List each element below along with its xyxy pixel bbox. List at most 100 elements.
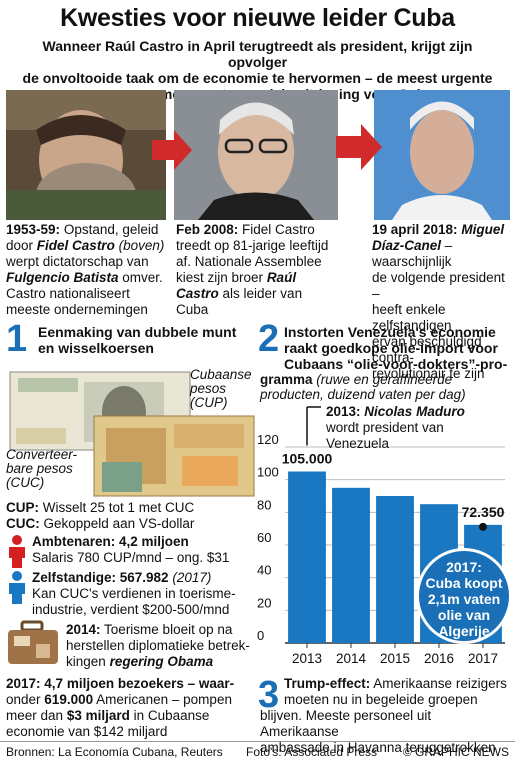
label-line: (CUP) — [190, 395, 228, 410]
photo-strip — [0, 90, 515, 220]
caption-text: meeste ondernemingen — [6, 302, 148, 317]
cuc-text: Gekoppeld aan VS-dollar — [43, 516, 195, 531]
label-line: Cubaanse — [190, 367, 252, 382]
algeria-bubble: 2017: Cuba koopt 2,1m vaten olie van Alg… — [416, 548, 512, 644]
tour-name: regering Obama — [109, 654, 214, 669]
caption-text: Opstand, geleid — [63, 222, 159, 237]
annotation-text: wordt president van — [326, 420, 444, 435]
footer-sources: Bronnen: La Economía Cubana, Reuters — [6, 745, 223, 759]
label-line: bare pesos — [6, 461, 73, 476]
label-line: (CUC) — [6, 475, 45, 490]
civil-servant-icon — [9, 535, 25, 568]
data-label: 72.350 — [462, 504, 505, 520]
x-tick-label: 2013 — [292, 651, 322, 666]
heading-line: Eenmaking van dubbele munt — [38, 324, 237, 340]
heading-line: en wisselkoersen — [38, 340, 154, 356]
visit-text: meer dan — [6, 708, 64, 723]
tourism: 2014: Toerisme bloeit op na herstellen d… — [66, 622, 266, 670]
caption-text: door — [6, 238, 34, 253]
self-text: industrie, verdient $200-500/mnd — [32, 602, 230, 617]
y-tick-label: 0 — [257, 628, 264, 643]
y-tick-label: 100 — [257, 465, 279, 480]
caption-text: Fidel Castro — [242, 222, 315, 237]
subheading-line: (ruwe en geraffineerde — [316, 372, 453, 387]
timeline-item: Feb 2008: Fidel Castro treedt op 81-jari… — [176, 222, 354, 318]
caption-name: Castro — [176, 286, 219, 301]
section-3-number: 3 — [258, 674, 280, 716]
annotation-year: 2013: — [326, 404, 361, 419]
trump-text: blijven. Meeste personeel uit Amerikaans… — [260, 708, 432, 739]
bubble-line: 2017: — [446, 559, 482, 575]
visit-bold: 619.000 — [44, 692, 94, 707]
caption-name: Fidel Castro — [36, 238, 115, 253]
photo-raul-castro — [174, 90, 338, 220]
bar — [332, 487, 370, 643]
tour-year: 2014: — [66, 622, 101, 637]
visit-text: Americanen – pompen — [96, 692, 232, 707]
bubble-line: Cuba koopt — [425, 575, 503, 591]
self-year: (2017) — [172, 570, 212, 585]
footer-credit: © GRAPHIC NEWS — [402, 745, 509, 759]
caption-text: werpt dictatorschap van — [6, 254, 149, 269]
caption-text: heeft enkele zelfstandigen — [372, 302, 452, 333]
bar — [288, 471, 326, 643]
visit-text: in Cubaanse — [133, 708, 210, 723]
photo-fidel-castro — [6, 90, 166, 220]
section-2-number: 2 — [258, 318, 280, 360]
timeline-year: 19 april 2018: — [372, 222, 458, 237]
x-tick-label: 2017 — [468, 651, 498, 666]
caption-text: de volgende president – — [372, 270, 505, 301]
civil-servants: Ambtenaren: 4,2 miljoen Salaris 780 CUP/… — [32, 534, 262, 566]
visit-text: 4,7 miljoen bezoekers – waar- — [44, 676, 235, 691]
y-tick-label: 120 — [257, 432, 279, 447]
label-line: pesos — [190, 381, 227, 396]
self-text: Kan CUC's verdienen in toerisme- — [32, 586, 236, 601]
caption-text: Cuba — [176, 302, 209, 317]
trump-text: moeten nu in begeleide groepen — [284, 692, 478, 707]
cuc-key: CUC: — [6, 516, 40, 531]
section-1-heading: Eenmaking van dubbele munt en wisselkoer… — [38, 324, 258, 356]
trump-effect-more: blijven. Meeste personeel uit Amerikaans… — [260, 708, 512, 756]
caption-text: af. Nationale Assemblee — [176, 254, 322, 269]
y-tick-label: 20 — [257, 595, 271, 610]
arrow-right-icon — [336, 124, 382, 170]
banknotes-illustration — [9, 371, 255, 497]
trump-text: Amerikaanse reizigers — [373, 676, 507, 691]
tour-text: kingen — [66, 654, 106, 669]
data-label: 105.000 — [282, 451, 333, 467]
subtitle-line: Wanneer Raúl Castro in April terugtreedt… — [42, 38, 473, 70]
data-marker — [479, 522, 487, 531]
tour-text: Toerisme bloeit op na — [104, 622, 233, 637]
trump-heading: Trump-effect: — [284, 676, 371, 691]
heading-line: gramma — [260, 372, 313, 387]
timeline-year: 1953-59: — [6, 222, 61, 237]
caption-text: als leider van — [222, 286, 303, 301]
self-heading: Zelfstandige: 567.982 — [32, 570, 169, 585]
x-tick-label: 2015 — [380, 651, 410, 666]
page-title: Kwesties voor nieuwe leider Cuba — [60, 4, 455, 32]
visitors: 2017: 4,7 miljoen bezoekers – waar- onde… — [6, 676, 271, 740]
heading-line: Cubaans “olie-voor-dokters”-pro- — [284, 356, 508, 372]
footer: Bronnen: La Economía Cubana, Reuters Fot… — [0, 741, 515, 761]
caption-text: revolutionair te zijn — [372, 366, 485, 381]
visit-text: onder — [6, 692, 41, 707]
annotation-name: Nicolas Maduro — [364, 404, 465, 419]
trump-text: ambassade in Havanna teruggetrokken — [260, 740, 496, 755]
cuc-label: Converteer- bare pesos (CUC) — [6, 448, 96, 490]
caption-name: Díaz-Canel — [372, 238, 442, 253]
bar — [376, 496, 414, 643]
y-tick-label: 80 — [257, 497, 271, 512]
x-tick-label: 2014 — [336, 651, 367, 666]
y-tick-label: 40 — [257, 563, 271, 578]
caption-text: Castro nationaliseert — [6, 286, 130, 301]
subtitle-line: de onvoltooide taak om de economie te he… — [22, 70, 493, 86]
visit-bold: $3 miljard — [66, 708, 130, 723]
visit-text: economie van $142 miljard — [6, 724, 168, 739]
subheading-line: producten, duizend vaten per dag) — [260, 387, 466, 402]
timeline-item: 1953-59: Opstand, geleid door Fidel Cast… — [6, 222, 174, 318]
y-tick-label: 60 — [257, 530, 271, 545]
annotation-text: Venezuela — [326, 436, 390, 451]
cup-label: Cubaanse pesos (CUP) — [190, 368, 260, 410]
caption-text: treedt op 81-jarige leeftijd — [176, 238, 329, 253]
section-1-number: 1 — [6, 318, 28, 360]
